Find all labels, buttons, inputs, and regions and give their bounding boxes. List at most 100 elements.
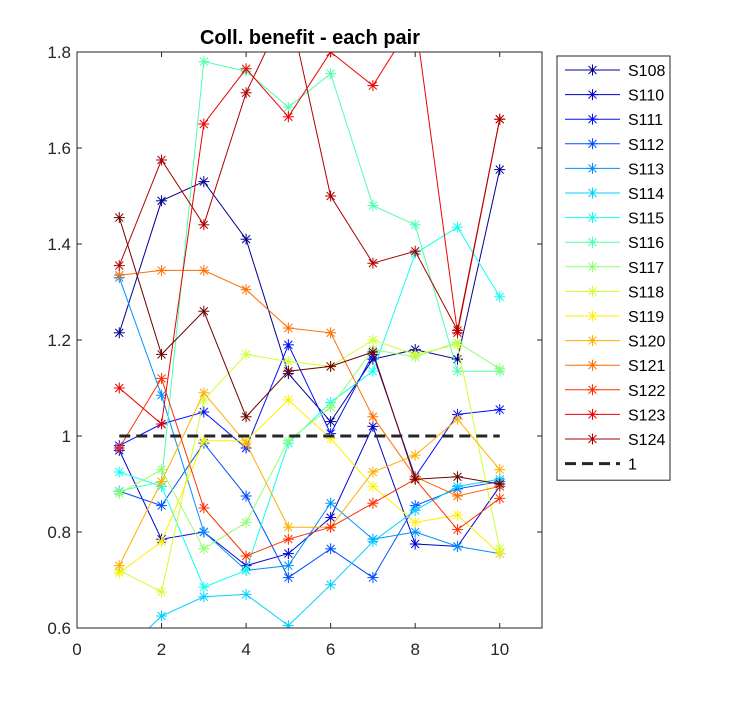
data-point — [409, 348, 421, 360]
data-point — [494, 363, 506, 375]
data-point — [409, 526, 421, 538]
data-point — [367, 411, 379, 423]
legend-marker — [587, 359, 598, 371]
legend-item: S120 — [565, 334, 665, 351]
legend-marker — [587, 408, 598, 420]
data-point — [282, 111, 294, 123]
legend-label: S112 — [628, 137, 664, 154]
data-point — [156, 348, 168, 360]
series-s120 — [113, 387, 506, 572]
legend-label: S117 — [628, 260, 664, 277]
legend-label: S108 — [628, 63, 665, 80]
data-point — [198, 406, 210, 418]
data-point — [282, 322, 294, 334]
legend-label: S118 — [628, 284, 664, 301]
data-point — [113, 382, 125, 394]
data-point — [325, 416, 337, 428]
legend-marker — [587, 433, 598, 445]
data-point — [198, 543, 210, 555]
legend-marker — [587, 162, 598, 174]
data-point — [282, 548, 294, 560]
legend-item: 1 — [565, 457, 637, 474]
data-point — [409, 538, 421, 550]
data-point — [156, 610, 168, 622]
data-point — [240, 516, 252, 528]
data-point — [198, 526, 210, 538]
legend-marker — [587, 310, 598, 322]
legend-label: S123 — [628, 407, 665, 424]
data-point — [409, 516, 421, 528]
data-point — [282, 533, 294, 545]
legend-item: S124 — [565, 432, 665, 449]
data-point — [325, 497, 337, 509]
data-point — [113, 567, 125, 579]
series-line — [119, 339, 501, 593]
data-point — [113, 466, 125, 478]
data-point — [282, 101, 294, 113]
legend-item: S111 — [565, 112, 663, 129]
series-s123 — [113, 52, 506, 430]
data-point — [367, 466, 379, 478]
data-point — [198, 435, 210, 447]
data-point — [367, 334, 379, 346]
data-point — [282, 365, 294, 377]
legend-item: S108 — [565, 63, 665, 80]
data-point — [409, 473, 421, 485]
data-point — [325, 543, 337, 555]
data-point — [156, 418, 168, 430]
series-s121 — [113, 264, 506, 502]
data-point — [198, 264, 210, 276]
data-point — [325, 68, 337, 80]
data-point — [451, 480, 463, 492]
legend-marker — [587, 113, 598, 125]
legend-label: S121 — [628, 358, 665, 375]
series-s108 — [113, 164, 506, 428]
legend-label: S116 — [628, 235, 664, 252]
legend-label: S111 — [628, 112, 663, 129]
data-point — [198, 176, 210, 188]
data-point — [367, 420, 379, 432]
series-s124 — [113, 52, 506, 336]
data-point — [325, 521, 337, 533]
data-point — [198, 118, 210, 130]
data-point — [282, 339, 294, 351]
data-point — [282, 356, 294, 368]
data-point — [367, 200, 379, 212]
data-point — [240, 564, 252, 576]
y-tick-label: 0.6 — [47, 619, 71, 638]
data-point — [409, 504, 421, 516]
data-point — [325, 190, 337, 202]
series-line — [119, 226, 501, 588]
legend-label: S110 — [628, 88, 664, 105]
data-point — [156, 264, 168, 276]
data-point — [113, 212, 125, 224]
data-point — [451, 221, 463, 233]
data-point — [240, 550, 252, 562]
data-point — [113, 269, 125, 281]
data-point — [198, 591, 210, 603]
legend-marker — [587, 384, 598, 396]
data-point — [367, 365, 379, 377]
series-line — [148, 478, 500, 628]
x-tick-label: 10 — [490, 640, 509, 659]
data-point — [451, 490, 463, 502]
legend-item: S112 — [565, 137, 664, 154]
data-point — [451, 365, 463, 377]
data-point — [198, 219, 210, 231]
data-point — [325, 52, 337, 58]
series-line — [118, 391, 501, 566]
data-point — [198, 305, 210, 317]
legend-marker — [587, 285, 598, 297]
data-point — [367, 346, 379, 358]
data-point — [367, 257, 379, 269]
data-point — [451, 324, 463, 336]
data-point — [198, 387, 210, 399]
axis-tick-labels: 0 2 4 6 8 10 0.6 0.8 1 1.2 1.4 1.6 1.8 — [47, 43, 509, 659]
legend-box — [556, 55, 671, 481]
data-point — [282, 560, 294, 572]
legend-marker — [587, 212, 598, 224]
data-point — [198, 56, 210, 68]
data-point — [409, 449, 421, 461]
data-point — [156, 372, 168, 384]
series-line — [118, 217, 500, 485]
